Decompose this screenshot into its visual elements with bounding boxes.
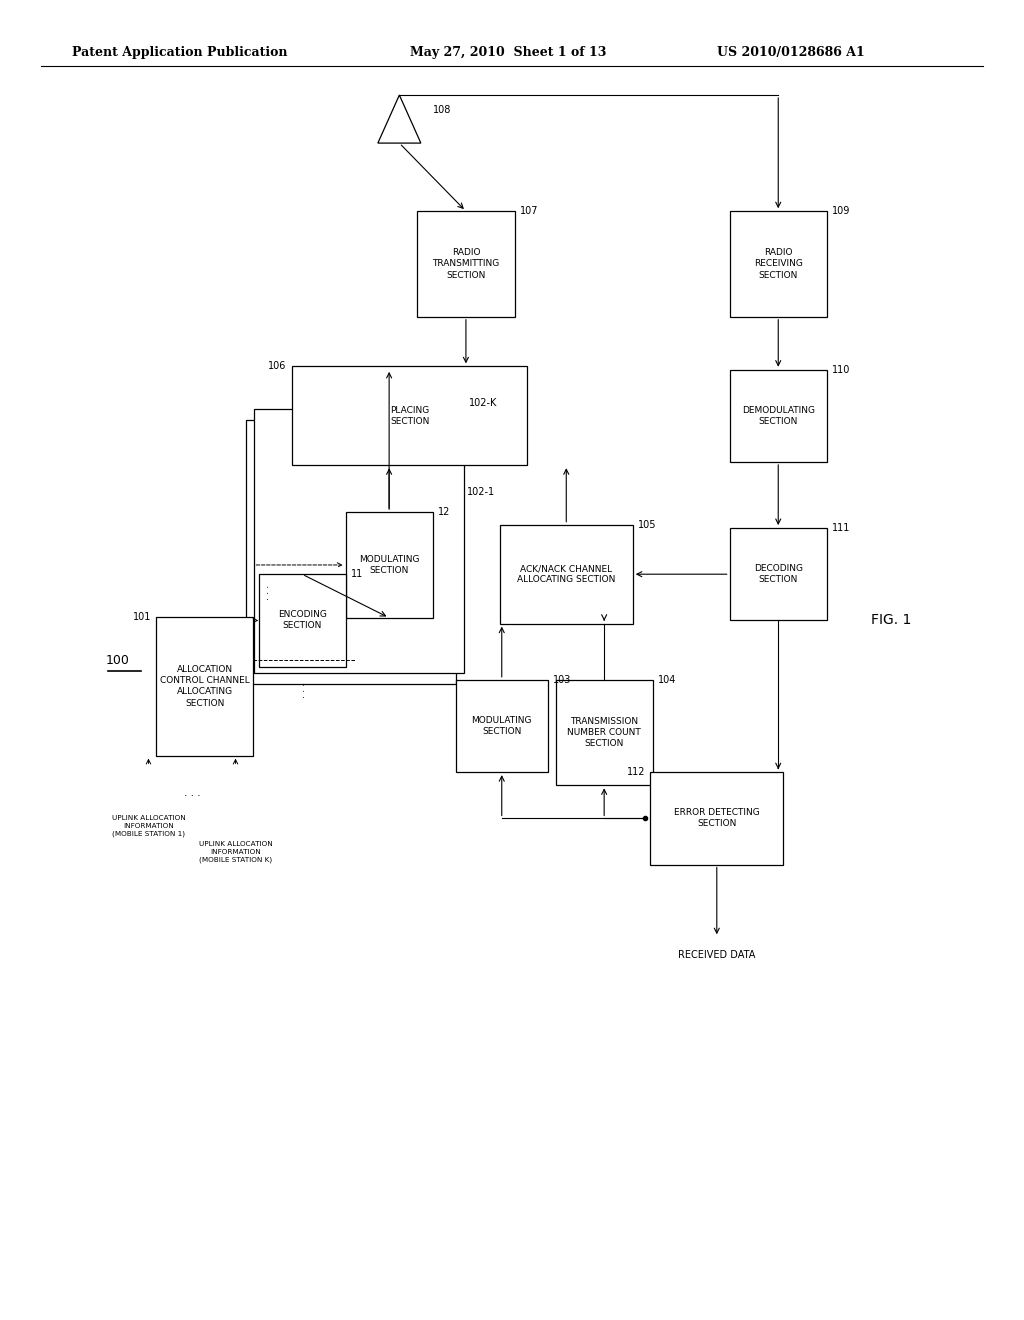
Text: 101: 101 bbox=[133, 612, 152, 622]
FancyBboxPatch shape bbox=[729, 211, 827, 317]
Text: 12: 12 bbox=[438, 507, 451, 517]
Text: 105: 105 bbox=[638, 520, 656, 529]
Text: 102-K: 102-K bbox=[469, 397, 498, 408]
Text: DEMODULATING
SECTION: DEMODULATING SECTION bbox=[741, 405, 815, 426]
Text: 11: 11 bbox=[350, 569, 362, 579]
Text: 107: 107 bbox=[520, 206, 539, 216]
FancyBboxPatch shape bbox=[555, 680, 653, 785]
Text: 100: 100 bbox=[105, 653, 130, 667]
Text: 108: 108 bbox=[433, 104, 452, 115]
Text: MODULATING
SECTION: MODULATING SECTION bbox=[358, 554, 420, 576]
Text: MODULATING
SECTION: MODULATING SECTION bbox=[471, 715, 532, 737]
FancyBboxPatch shape bbox=[729, 528, 827, 620]
Text: 109: 109 bbox=[831, 206, 850, 216]
Text: RADIO
RECEIVING
SECTION: RADIO RECEIVING SECTION bbox=[754, 248, 803, 280]
Text: PLACING
SECTION: PLACING SECTION bbox=[390, 405, 429, 426]
Text: DECODING
SECTION: DECODING SECTION bbox=[754, 564, 803, 585]
Text: ALLOCATION
CONTROL CHANNEL
ALLOCATING
SECTION: ALLOCATION CONTROL CHANNEL ALLOCATING SE… bbox=[160, 665, 250, 708]
Text: ENCODING
SECTION: ENCODING SECTION bbox=[278, 610, 327, 631]
Text: 112: 112 bbox=[627, 767, 645, 777]
Text: ACK/NACK CHANNEL
ALLOCATING SECTION: ACK/NACK CHANNEL ALLOCATING SECTION bbox=[517, 564, 615, 585]
Text: 104: 104 bbox=[657, 675, 676, 685]
FancyBboxPatch shape bbox=[346, 512, 433, 618]
Text: 111: 111 bbox=[831, 523, 850, 533]
FancyBboxPatch shape bbox=[254, 409, 464, 673]
FancyBboxPatch shape bbox=[157, 618, 254, 755]
Text: ERROR DETECTING
SECTION: ERROR DETECTING SECTION bbox=[674, 808, 760, 829]
FancyBboxPatch shape bbox=[650, 772, 783, 865]
Text: . . .: . . . bbox=[297, 682, 307, 698]
Text: Patent Application Publication: Patent Application Publication bbox=[72, 46, 287, 59]
Text: 110: 110 bbox=[831, 364, 850, 375]
FancyBboxPatch shape bbox=[292, 366, 527, 465]
Text: RADIO
TRANSMITTING
SECTION: RADIO TRANSMITTING SECTION bbox=[432, 248, 500, 280]
Text: . . .: . . . bbox=[183, 788, 201, 797]
FancyBboxPatch shape bbox=[729, 370, 827, 462]
Text: May 27, 2010  Sheet 1 of 13: May 27, 2010 Sheet 1 of 13 bbox=[410, 46, 606, 59]
Text: . . .: . . . bbox=[261, 585, 271, 601]
Text: 103: 103 bbox=[553, 675, 571, 685]
Text: US 2010/0128686 A1: US 2010/0128686 A1 bbox=[717, 46, 864, 59]
Text: 106: 106 bbox=[268, 362, 287, 371]
Text: 102-1: 102-1 bbox=[467, 487, 495, 496]
FancyBboxPatch shape bbox=[246, 420, 456, 684]
Text: FIG. 1: FIG. 1 bbox=[870, 614, 911, 627]
FancyBboxPatch shape bbox=[456, 680, 548, 772]
FancyBboxPatch shape bbox=[258, 574, 346, 667]
Text: UPLINK ALLOCATION
INFORMATION
(MOBILE STATION K): UPLINK ALLOCATION INFORMATION (MOBILE ST… bbox=[199, 842, 272, 863]
FancyBboxPatch shape bbox=[418, 211, 515, 317]
Text: TRANSMISSION
NUMBER COUNT
SECTION: TRANSMISSION NUMBER COUNT SECTION bbox=[567, 717, 641, 748]
Text: UPLINK ALLOCATION
INFORMATION
(MOBILE STATION 1): UPLINK ALLOCATION INFORMATION (MOBILE ST… bbox=[112, 814, 185, 837]
FancyBboxPatch shape bbox=[500, 525, 633, 624]
Text: RECEIVED DATA: RECEIVED DATA bbox=[678, 950, 756, 961]
